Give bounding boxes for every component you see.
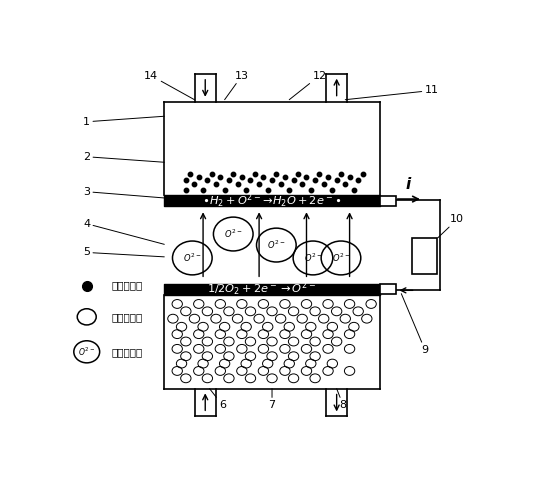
Text: $\bullet H_2+O^{2-}\!\rightarrow\!H_2O+2e^-\!\bullet$: $\bullet H_2+O^{2-}\!\rightarrow\!H_2O+2…	[202, 192, 342, 210]
Text: 14: 14	[145, 71, 195, 100]
Text: $O^{2-}$: $O^{2-}$	[224, 228, 242, 240]
Text: 2: 2	[83, 152, 165, 162]
Text: $O^{2-}$: $O^{2-}$	[332, 252, 350, 264]
Text: $O^{2-}$: $O^{2-}$	[304, 252, 322, 264]
Text: 10: 10	[438, 214, 464, 238]
Text: 5: 5	[83, 248, 165, 258]
Text: 6: 6	[210, 389, 226, 410]
FancyBboxPatch shape	[413, 238, 438, 274]
Text: 4: 4	[83, 219, 165, 244]
FancyBboxPatch shape	[380, 196, 396, 206]
Text: $O^{2-}$: $O^{2-}$	[267, 239, 286, 251]
Text: i: i	[405, 177, 411, 193]
Text: 11: 11	[345, 86, 439, 100]
FancyBboxPatch shape	[380, 284, 396, 294]
Text: 表示氧离子: 表示氧离子	[112, 347, 143, 357]
Text: 3: 3	[83, 187, 165, 198]
Text: $O^{2-}$: $O^{2-}$	[183, 252, 201, 264]
Text: 1: 1	[83, 116, 165, 127]
Text: 表示氧分子: 表示氧分子	[112, 312, 143, 322]
Text: 表示氢分子: 表示氢分子	[112, 281, 143, 291]
Text: 9: 9	[401, 293, 429, 355]
Text: 8: 8	[337, 389, 347, 410]
Text: 13: 13	[225, 71, 249, 100]
Text: $1/2O_2+2e^-\rightarrow O^{2-}$: $1/2O_2+2e^-\rightarrow O^{2-}$	[207, 280, 316, 298]
Text: $O^{2-}$: $O^{2-}$	[78, 346, 95, 358]
Text: 7: 7	[269, 389, 276, 410]
Text: 12: 12	[289, 71, 326, 100]
